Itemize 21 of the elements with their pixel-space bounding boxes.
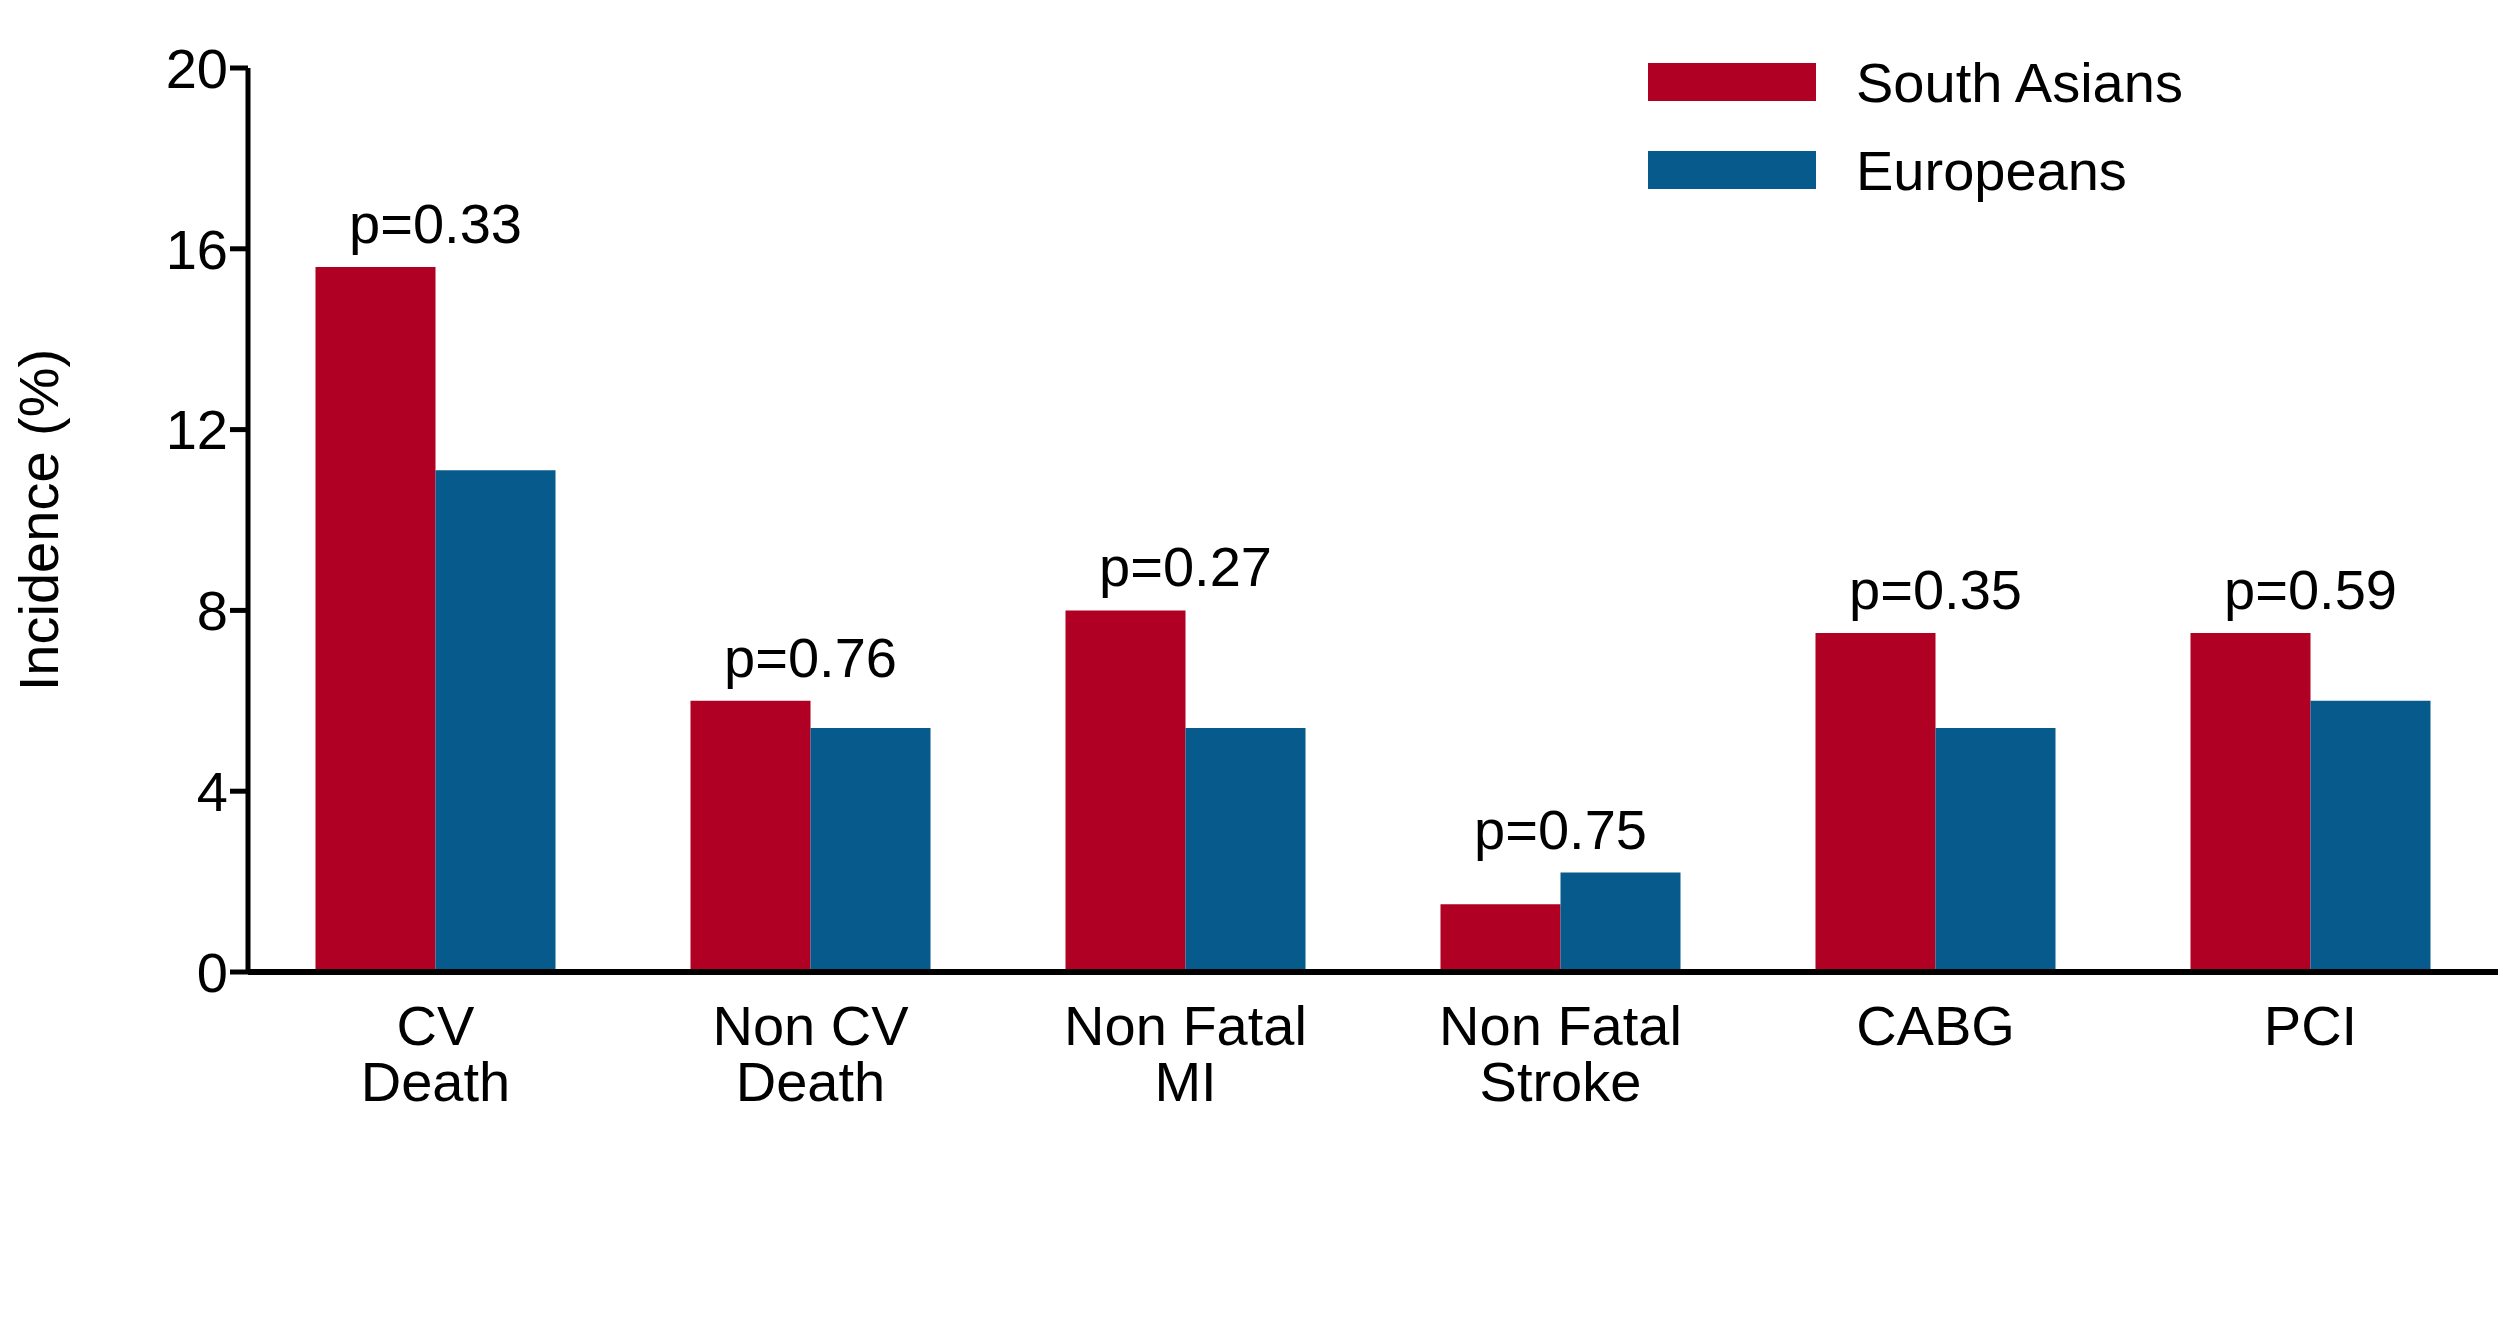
y-tick-label: 20 (165, 36, 228, 100)
y-axis-title: Incidence (%) (6, 348, 70, 692)
annotation: p=0.59 (2224, 558, 2397, 621)
annotation: p=0.27 (1099, 535, 1272, 599)
x-tick-label: CV Death (360, 993, 511, 1113)
x-tick-label: CABG (1856, 993, 2015, 1057)
annotation: p=0.76 (724, 625, 897, 689)
annotation: p=0.75 (1474, 797, 1647, 861)
annotation: p=0.33 (349, 191, 522, 255)
y-tick-label: 8 (196, 579, 228, 643)
x-tick-label: Non CV Death (712, 993, 910, 1113)
y-tick-label: 0 (196, 940, 228, 1004)
x-tick-label: Non Fatal Stroke (1439, 993, 1682, 1113)
annotation: p=0.35 (1849, 558, 2022, 621)
y-tick-label: 16 (165, 217, 228, 281)
legend-label: Europeans (1856, 137, 2127, 203)
legend-label: South Asians (1856, 49, 2183, 115)
x-tick-label: Non Fatal MI (1064, 993, 1307, 1113)
y-tick-label: 4 (196, 760, 228, 824)
x-tick-label: PCI (2263, 993, 2358, 1057)
y-tick-label: 12 (165, 398, 228, 462)
